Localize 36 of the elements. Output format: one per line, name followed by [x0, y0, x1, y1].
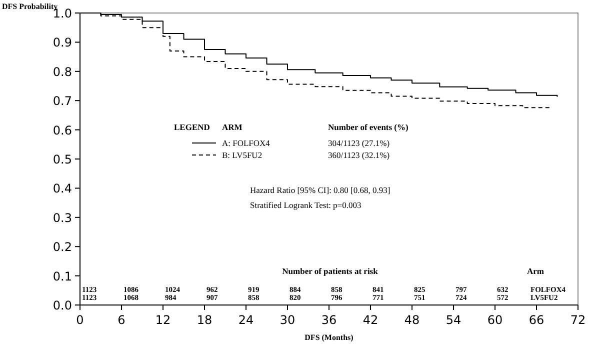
annotation: Number of events (%): [328, 122, 409, 132]
x-tick-label: 18: [196, 313, 212, 327]
x-tick-label: 30: [280, 313, 296, 327]
y-tick-label: 0.2: [52, 240, 72, 254]
annotation: Number of patients at risk: [282, 266, 378, 276]
x-tick-label: 36: [321, 313, 337, 327]
annotation: Hazard Ratio [95% CI]: 0.80 [0.68, 0.93]: [250, 185, 390, 195]
x-tick-label: 42: [362, 313, 378, 327]
annotation: Stratified Logrank Test: p=0.003: [250, 200, 362, 210]
annotation: 360/1123 (32.1%): [328, 150, 390, 160]
y-tick-label: 0.0: [52, 298, 72, 312]
y-tick-label: 0.6: [52, 123, 72, 138]
legend-label: B: LV5FU2: [222, 150, 262, 160]
y-tick-label: 0.3: [52, 210, 72, 225]
x-tick-label: 0: [76, 313, 84, 327]
y-axis-title: DFS Probability: [2, 2, 58, 11]
legend-label: A: FOLFOX4: [222, 138, 271, 148]
y-tick-label: 0.9: [52, 36, 72, 50]
y-tick-label: 0.8: [52, 64, 72, 79]
annotation: Arm: [527, 266, 544, 276]
x-axis-title: DFS (Months): [304, 333, 354, 342]
y-tick-label: 0.4: [52, 182, 72, 196]
y-tick-label: 0.5: [52, 152, 72, 166]
legend-title: ARM: [222, 122, 242, 132]
y-tick-label: 0.7: [52, 94, 72, 108]
y-tick-label: 0.1: [52, 269, 72, 284]
annotation: LEGEND: [174, 122, 210, 132]
x-tick-label: 66: [528, 313, 544, 327]
x-tick-label: 60: [487, 313, 503, 327]
x-tick-label: 72: [570, 313, 586, 327]
x-tick-label: 48: [404, 313, 420, 327]
x-tick-label: 12: [155, 313, 171, 327]
annotation: 304/1123 (27.1%): [328, 138, 390, 148]
x-tick-label: 24: [238, 313, 254, 327]
x-tick-label: 6: [118, 313, 126, 327]
x-tick-label: 54: [446, 313, 462, 327]
